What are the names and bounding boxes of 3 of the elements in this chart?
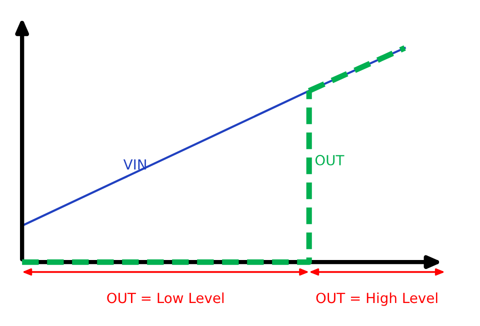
text: OUT = Low Level [107, 292, 224, 304]
series-label: OUT [315, 154, 344, 166]
text: OUT = High Level [316, 292, 438, 306]
